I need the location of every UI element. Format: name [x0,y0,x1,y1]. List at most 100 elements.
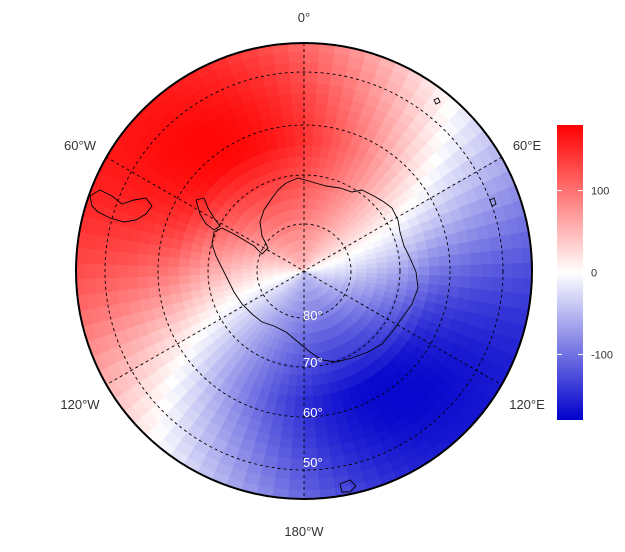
field-cell [281,114,295,127]
field-cell [280,103,294,117]
field-cell [449,275,462,288]
field-cell [416,248,430,260]
field-cell [316,82,331,96]
field-cell [303,437,317,450]
field-cell [105,277,118,293]
field-cell [157,265,169,277]
field-cell [355,264,368,270]
field-cell [126,239,140,254]
field-cell [136,264,148,278]
field-cell [315,436,330,449]
field-cell [316,72,332,85]
field-cell [167,275,180,286]
field-cell [136,276,149,289]
field-cell [313,114,327,127]
lon-label-180w: 180°W [284,524,324,539]
field-cell [299,207,305,220]
field-cell [126,252,138,266]
field-cell [512,262,524,280]
graticule [104,43,504,499]
field-cell [303,82,318,95]
field-cell [303,92,317,105]
field-cell [84,277,97,295]
field-cell [439,265,451,277]
field-cell [157,275,170,287]
field-cell [290,82,305,95]
field-cell [275,136,287,149]
field-cell [490,249,503,265]
field-cell [167,265,179,277]
field-cell [291,437,305,450]
field-cell [470,252,482,266]
field-cell [311,384,322,397]
lat-label-70: 70° [303,355,323,370]
field-cell [502,263,514,279]
field-cell [273,125,286,139]
field-cell [188,258,201,268]
field-cell [460,264,472,278]
field-cell [501,248,514,265]
lat-label-80: 80° [303,308,323,323]
field-cell [84,262,96,280]
field-cell [199,273,211,283]
field-cell [491,263,503,279]
field-cell [288,479,305,491]
field-cell [447,243,461,257]
field-cell [303,124,315,136]
field-cell [303,134,314,147]
field-cell [366,268,378,274]
field-cell [94,248,107,265]
field-cell [189,281,202,292]
field-cell [303,385,314,397]
field-cell [167,256,180,267]
antarctica-coastline [89,97,497,493]
lon-label-120e: 120°E [509,397,545,412]
field-cell [437,245,450,258]
field-cell [317,62,334,75]
field-cell [481,264,493,278]
field-cell [277,82,292,96]
field-cell [418,257,430,268]
field-cell [287,155,298,168]
field-cell [105,263,117,279]
field-cell [408,266,420,276]
field-cell [355,268,368,274]
field-cell [303,103,317,115]
field-cell [291,427,305,439]
field-cell [273,51,290,65]
colorbar: 100 0 -100 [557,125,613,420]
field-cell [168,283,181,295]
field-cell [298,197,305,209]
field-cell [318,477,335,491]
field-cell [281,415,295,428]
field-cell [289,458,305,470]
field-cell [312,135,324,148]
field-cell [157,255,170,267]
field-cell [459,276,472,289]
field-cell [449,265,462,277]
field-cell [490,277,503,293]
field-cell [303,61,319,74]
field-cell [274,467,291,480]
field-cell [220,267,232,275]
field-cell [427,247,440,259]
field-cell [310,374,321,387]
field-cell [293,124,305,136]
field-cell [297,187,305,199]
field-cell [274,62,291,75]
field-cell [459,253,472,266]
field-cell [278,93,293,106]
field-cell [105,249,118,265]
lon-label-0: 0° [298,10,310,25]
field-cell [303,51,320,63]
field-shading [76,43,532,499]
field-cell [376,267,388,275]
field-cell [303,427,317,439]
field-cell [146,275,159,288]
field-cell [289,468,305,481]
field-cell [147,285,161,299]
field-cell [292,187,300,199]
field-cell [178,266,190,276]
field-cell [303,72,319,84]
colorbar-tick-label: -100 [591,349,613,361]
